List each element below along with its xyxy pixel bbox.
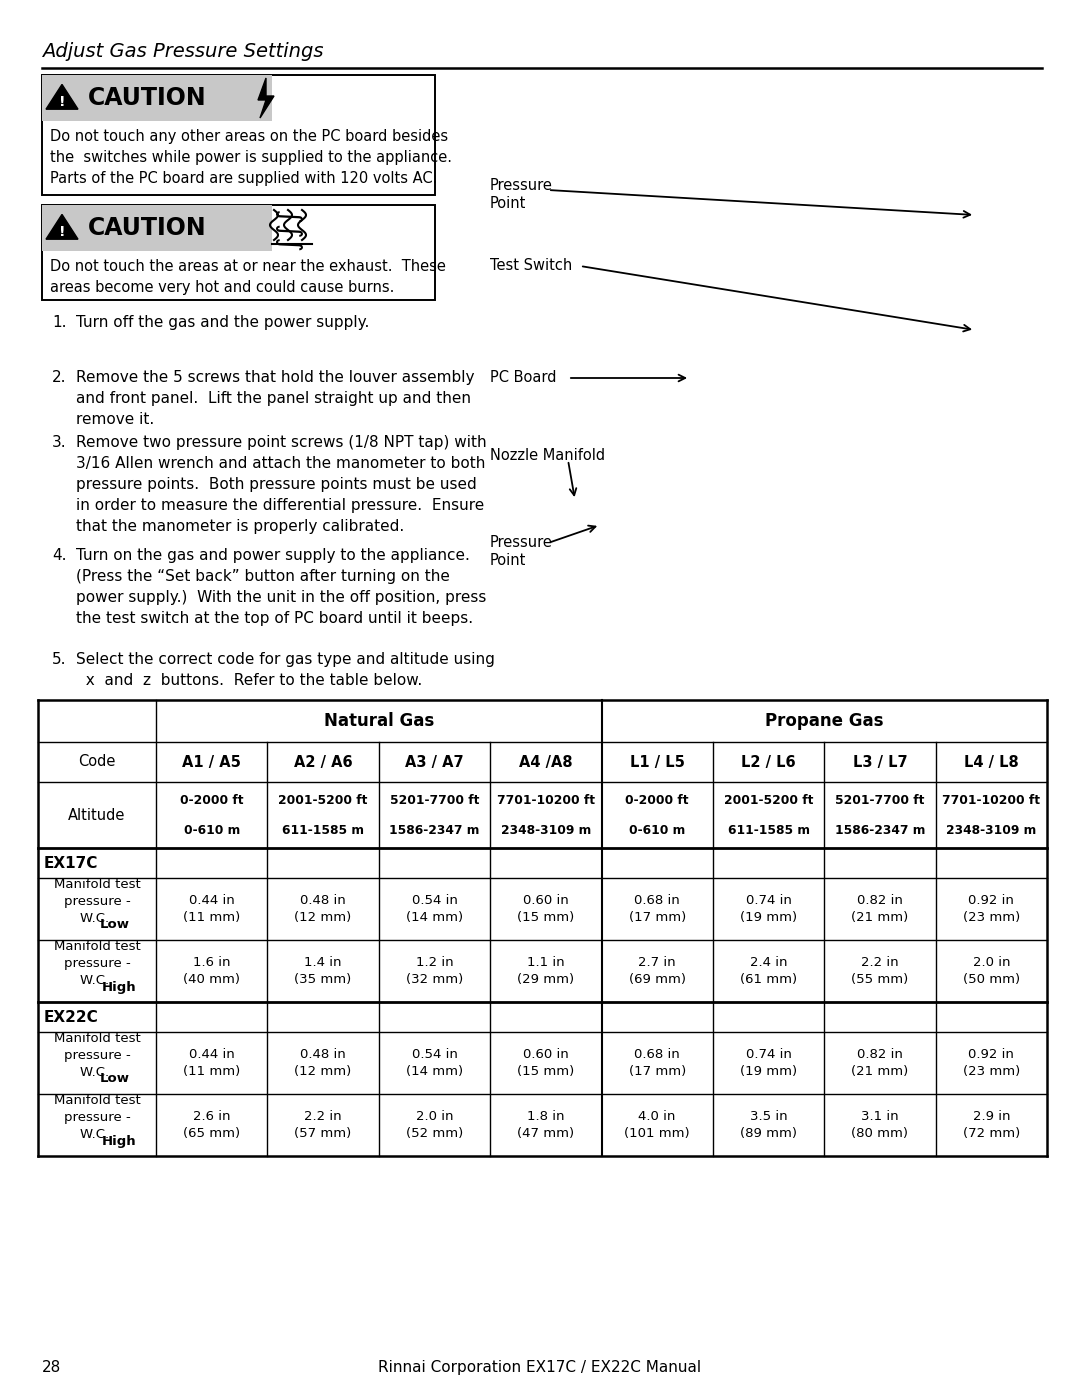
- Text: Propane Gas: Propane Gas: [765, 712, 883, 731]
- Text: PC Board: PC Board: [490, 370, 556, 386]
- Text: Test Switch: Test Switch: [490, 258, 572, 272]
- Text: 28: 28: [42, 1361, 62, 1375]
- Text: 7701-10200 ft

2348-3109 m: 7701-10200 ft 2348-3109 m: [943, 793, 1040, 837]
- Text: L3 / L7: L3 / L7: [852, 754, 907, 770]
- Text: 0.54 in
(14 mm): 0.54 in (14 mm): [406, 894, 463, 923]
- Text: 4.0 in
(101 mm): 4.0 in (101 mm): [624, 1111, 690, 1140]
- Polygon shape: [46, 84, 78, 109]
- Text: A1 / A5: A1 / A5: [183, 754, 241, 770]
- Text: EX17C: EX17C: [44, 855, 98, 870]
- Text: A4 /A8: A4 /A8: [519, 754, 572, 770]
- Text: 2001-5200 ft

611-1585 m: 2001-5200 ft 611-1585 m: [724, 793, 813, 837]
- Text: 1.1 in
(29 mm): 1.1 in (29 mm): [517, 957, 575, 986]
- Text: Manifold test
pressure -
W.C.: Manifold test pressure - W.C.: [54, 1031, 140, 1078]
- Text: Altitude: Altitude: [68, 807, 125, 823]
- Text: Do not touch any other areas on the PC board besides
the  switches while power i: Do not touch any other areas on the PC b…: [50, 129, 453, 186]
- Text: 0.44 in
(11 mm): 0.44 in (11 mm): [184, 894, 241, 923]
- Text: 2.9 in
(72 mm): 2.9 in (72 mm): [962, 1111, 1020, 1140]
- Text: 0.82 in
(21 mm): 0.82 in (21 mm): [851, 894, 908, 923]
- Text: 0.68 in
(17 mm): 0.68 in (17 mm): [629, 1048, 686, 1077]
- Text: 2.: 2.: [52, 370, 67, 386]
- Text: Manifold test
pressure -
W.C.: Manifold test pressure - W.C.: [54, 1094, 140, 1140]
- Text: 0.92 in
(23 mm): 0.92 in (23 mm): [962, 1048, 1020, 1077]
- Text: Do not touch the areas at or near the exhaust.  These
areas become very hot and : Do not touch the areas at or near the ex…: [50, 258, 446, 295]
- Text: High: High: [102, 981, 136, 993]
- Text: Low: Low: [100, 1073, 130, 1085]
- Text: EX22C: EX22C: [44, 1010, 98, 1024]
- Text: 0.68 in
(17 mm): 0.68 in (17 mm): [629, 894, 686, 923]
- Text: 0.74 in
(19 mm): 0.74 in (19 mm): [740, 1048, 797, 1077]
- Text: 1.: 1.: [52, 314, 67, 330]
- Text: Turn on the gas and power supply to the appliance.
(Press the “Set back” button : Turn on the gas and power supply to the …: [76, 548, 486, 626]
- Text: 2.4 in
(61 mm): 2.4 in (61 mm): [740, 957, 797, 986]
- Text: 2.0 in
(50 mm): 2.0 in (50 mm): [962, 957, 1020, 986]
- Text: 2.2 in
(57 mm): 2.2 in (57 mm): [295, 1111, 352, 1140]
- Text: 7701-10200 ft

2348-3109 m: 7701-10200 ft 2348-3109 m: [497, 793, 595, 837]
- Text: Nozzle Manifold: Nozzle Manifold: [490, 448, 605, 462]
- Bar: [42, 205, 272, 251]
- Text: 0.92 in
(23 mm): 0.92 in (23 mm): [962, 894, 1020, 923]
- Text: Rinnai Corporation EX17C / EX22C Manual: Rinnai Corporation EX17C / EX22C Manual: [378, 1361, 702, 1375]
- Bar: [42, 75, 435, 196]
- Text: 4.: 4.: [52, 548, 67, 563]
- Text: L1 / L5: L1 / L5: [630, 754, 685, 770]
- Text: CAUTION: CAUTION: [87, 217, 206, 240]
- Text: L2 / L6: L2 / L6: [741, 754, 796, 770]
- Text: 0.48 in
(12 mm): 0.48 in (12 mm): [295, 1048, 352, 1077]
- Text: !: !: [58, 95, 65, 109]
- Text: 0-2000 ft

0-610 m: 0-2000 ft 0-610 m: [625, 793, 689, 837]
- Text: Manifold test
pressure -
W.C.: Manifold test pressure - W.C.: [54, 877, 140, 925]
- Bar: [42, 75, 272, 122]
- Text: 0.60 in
(15 mm): 0.60 in (15 mm): [517, 1048, 575, 1077]
- Text: 1.6 in
(40 mm): 1.6 in (40 mm): [184, 957, 240, 986]
- Text: 2.0 in
(52 mm): 2.0 in (52 mm): [406, 1111, 463, 1140]
- Text: 3.1 in
(80 mm): 3.1 in (80 mm): [851, 1111, 908, 1140]
- Text: Remove the 5 screws that hold the louver assembly
and front panel.  Lift the pan: Remove the 5 screws that hold the louver…: [76, 370, 474, 427]
- Text: A2 / A6: A2 / A6: [294, 754, 352, 770]
- Text: 5201-7700 ft

1586-2347 m: 5201-7700 ft 1586-2347 m: [389, 793, 480, 837]
- Text: 5201-7700 ft

1586-2347 m: 5201-7700 ft 1586-2347 m: [835, 793, 926, 837]
- Text: 3.: 3.: [52, 434, 67, 450]
- Text: Pressure: Pressure: [490, 535, 553, 550]
- Text: 0.54 in
(14 mm): 0.54 in (14 mm): [406, 1048, 463, 1077]
- Text: Remove two pressure point screws (1/8 NPT tap) with
3/16 Allen wrench and attach: Remove two pressure point screws (1/8 NP…: [76, 434, 487, 534]
- Text: Point: Point: [490, 553, 526, 569]
- Text: L4 / L8: L4 / L8: [964, 754, 1018, 770]
- Text: 0.44 in
(11 mm): 0.44 in (11 mm): [184, 1048, 241, 1077]
- Polygon shape: [258, 78, 274, 117]
- Text: 0.48 in
(12 mm): 0.48 in (12 mm): [295, 894, 352, 923]
- Text: 0.60 in
(15 mm): 0.60 in (15 mm): [517, 894, 575, 923]
- Text: Natural Gas: Natural Gas: [324, 712, 434, 731]
- Polygon shape: [46, 214, 78, 239]
- Bar: [42, 205, 435, 300]
- Text: Select the correct code for gas type and altitude using
  x  and  z  buttons.  R: Select the correct code for gas type and…: [76, 652, 495, 687]
- Text: 5.: 5.: [52, 652, 67, 666]
- Text: 3.5 in
(89 mm): 3.5 in (89 mm): [740, 1111, 797, 1140]
- Text: 1.8 in
(47 mm): 1.8 in (47 mm): [517, 1111, 575, 1140]
- Text: A3 / A7: A3 / A7: [405, 754, 463, 770]
- Text: Low: Low: [100, 918, 130, 932]
- Text: CAUTION: CAUTION: [87, 87, 206, 110]
- Text: Point: Point: [490, 196, 526, 211]
- Text: Turn off the gas and the power supply.: Turn off the gas and the power supply.: [76, 314, 369, 330]
- Text: 2001-5200 ft

611-1585 m: 2001-5200 ft 611-1585 m: [279, 793, 368, 837]
- Text: ∫∫∫: ∫∫∫: [274, 207, 302, 250]
- Text: Manifold test
pressure -
W.C.: Manifold test pressure - W.C.: [54, 940, 140, 986]
- Text: High: High: [102, 1134, 136, 1147]
- Text: Pressure: Pressure: [490, 177, 553, 193]
- Text: 0.82 in
(21 mm): 0.82 in (21 mm): [851, 1048, 908, 1077]
- Text: !: !: [58, 225, 65, 239]
- Text: 1.4 in
(35 mm): 1.4 in (35 mm): [295, 957, 352, 986]
- Text: 2.7 in
(69 mm): 2.7 in (69 mm): [629, 957, 686, 986]
- Text: 2.6 in
(65 mm): 2.6 in (65 mm): [184, 1111, 240, 1140]
- Text: 1.2 in
(32 mm): 1.2 in (32 mm): [406, 957, 463, 986]
- Text: 2.2 in
(55 mm): 2.2 in (55 mm): [851, 957, 908, 986]
- Text: Adjust Gas Pressure Settings: Adjust Gas Pressure Settings: [42, 42, 324, 61]
- Text: 0-2000 ft

0-610 m: 0-2000 ft 0-610 m: [180, 793, 243, 837]
- Text: 0.74 in
(19 mm): 0.74 in (19 mm): [740, 894, 797, 923]
- Text: Code: Code: [79, 754, 116, 770]
